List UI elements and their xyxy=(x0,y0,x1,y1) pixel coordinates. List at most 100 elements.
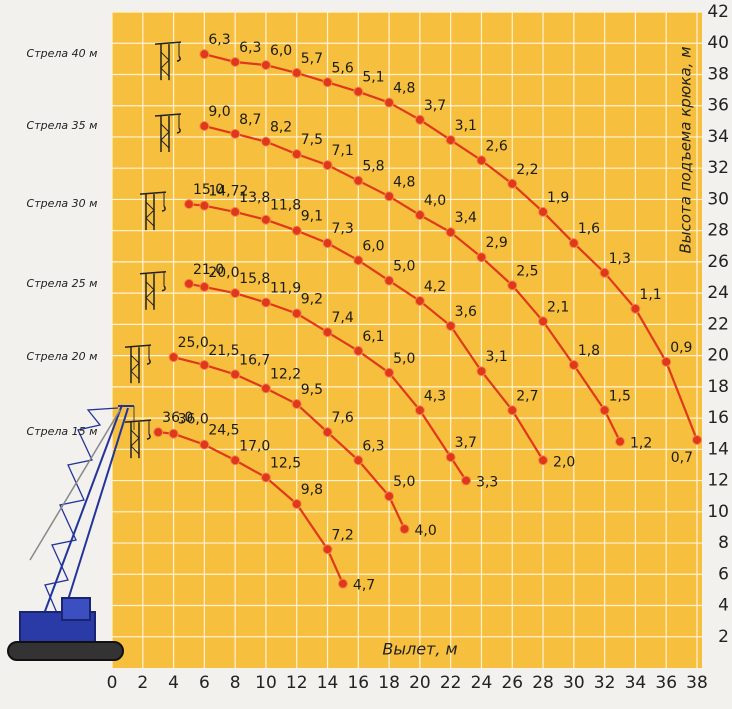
point xyxy=(183,278,194,289)
x-tick-label: 36 xyxy=(655,673,677,693)
point xyxy=(230,288,241,299)
load-label: 6,3 xyxy=(362,438,384,454)
load-label: 7,6 xyxy=(332,410,354,426)
x-tick-label: 20 xyxy=(409,673,431,693)
load-label: 5,0 xyxy=(393,351,415,367)
load-label: 5,8 xyxy=(362,159,384,175)
point xyxy=(507,405,518,416)
load-label: 17,0 xyxy=(239,438,270,454)
point xyxy=(461,475,472,486)
point xyxy=(384,491,395,502)
point xyxy=(615,436,626,447)
point xyxy=(476,155,487,166)
load-label: 14,72 xyxy=(208,184,248,200)
load-label: 8,7 xyxy=(239,112,261,128)
y-tick-label: 32 xyxy=(707,158,729,178)
point xyxy=(168,428,179,439)
icon-hook xyxy=(146,433,151,440)
plot-background xyxy=(112,12,702,668)
icon-lattice xyxy=(130,429,140,455)
boom-icons xyxy=(124,41,182,459)
x-tick-label: 10 xyxy=(255,673,277,693)
load-label: 25,0 xyxy=(178,335,209,351)
point xyxy=(291,399,302,410)
point xyxy=(322,238,333,249)
boom-icon xyxy=(139,191,167,231)
load-label: 2,7 xyxy=(516,388,538,404)
series-name: Стрела 40 м xyxy=(27,47,98,60)
load-label: 1,9 xyxy=(547,190,569,206)
load-label: 3,1 xyxy=(455,118,477,134)
icon-jib xyxy=(139,271,167,275)
icon-lattice xyxy=(160,51,170,77)
y-tick-label: 6 xyxy=(718,564,729,584)
load-label: 12,5 xyxy=(270,455,301,471)
x-tick-label: 22 xyxy=(440,673,462,693)
y-tick-label: 28 xyxy=(707,221,729,241)
point xyxy=(199,281,210,292)
point xyxy=(599,405,610,416)
point xyxy=(291,225,302,236)
point xyxy=(322,77,333,88)
point xyxy=(507,178,518,189)
y-tick-label: 4 xyxy=(718,596,729,616)
icon-hook xyxy=(176,127,181,134)
load-label: 12,2 xyxy=(270,366,301,382)
boom-icon xyxy=(124,419,152,459)
y-tick-label: 38 xyxy=(707,64,729,84)
load-label: 7,1 xyxy=(332,143,354,159)
load-label: 4,2 xyxy=(424,279,446,295)
icon-jib xyxy=(139,191,167,195)
point xyxy=(445,227,456,238)
boom-icon xyxy=(154,113,182,153)
x-tick-label: 6 xyxy=(199,673,210,693)
point xyxy=(353,345,364,356)
x-axis-label: Вылет, м xyxy=(382,640,457,659)
point xyxy=(476,366,487,377)
point xyxy=(260,214,271,225)
y-tick-label: 34 xyxy=(707,127,729,147)
load-label: 11,8 xyxy=(270,198,301,214)
point xyxy=(153,427,164,438)
y-tick-label: 14 xyxy=(707,439,729,459)
icon-lattice xyxy=(160,123,170,149)
y-tick-label: 30 xyxy=(707,189,729,209)
point xyxy=(260,383,271,394)
load-label: 36,0 xyxy=(178,412,209,428)
point xyxy=(353,455,364,466)
y-tick-label: 42 xyxy=(707,2,729,22)
point xyxy=(414,114,425,125)
point xyxy=(414,295,425,306)
boom-lattice xyxy=(39,407,119,626)
load-label: 9,0 xyxy=(208,104,230,120)
load-label: 24,5 xyxy=(208,423,239,439)
y-axis-label: Высота подъема крюка, м xyxy=(677,46,695,253)
icon-hook xyxy=(161,205,166,212)
y-tick-label: 36 xyxy=(707,96,729,116)
point xyxy=(322,544,333,555)
load-label: 6,3 xyxy=(208,32,230,48)
load-label: 6,1 xyxy=(362,329,384,345)
point xyxy=(199,49,210,60)
point xyxy=(476,252,487,263)
boom-icon xyxy=(124,344,152,384)
x-tick-label: 16 xyxy=(347,673,369,693)
load-label: 4,8 xyxy=(393,174,415,190)
icon-lattice xyxy=(145,201,155,227)
point xyxy=(353,255,364,266)
load-label: 9,1 xyxy=(301,209,323,225)
load-label: 4,8 xyxy=(393,81,415,97)
y-tick-label: 22 xyxy=(707,314,729,334)
load-label: 5,6 xyxy=(332,60,354,76)
load-label: 7,5 xyxy=(301,132,323,148)
load-label: 2,0 xyxy=(553,454,575,470)
point xyxy=(199,359,210,370)
load-label: 0,9 xyxy=(670,340,692,356)
load-label: 3,7 xyxy=(455,435,477,451)
point xyxy=(260,136,271,147)
boom-icon xyxy=(154,41,182,81)
load-label: 8,2 xyxy=(270,120,292,136)
load-label: 21,0 xyxy=(193,262,224,278)
